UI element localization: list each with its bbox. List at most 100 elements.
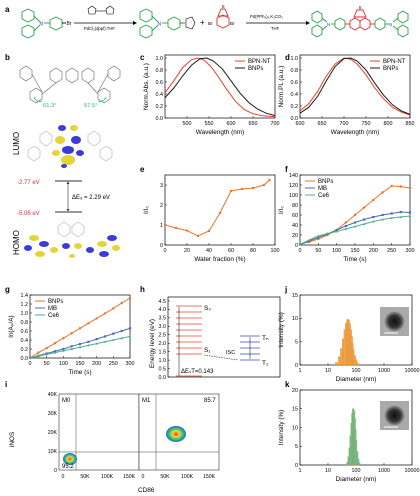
data-point: [390, 212, 393, 215]
data-point: [353, 225, 357, 228]
x-tick-label: 20: [184, 248, 190, 254]
y-tick-label: 140: [289, 173, 298, 179]
data-point: [120, 301, 123, 305]
x-tick-label: 200: [92, 361, 101, 367]
legend-label: MB: [48, 306, 57, 312]
y-tick-label: 0.0: [156, 116, 164, 122]
reagent-1-label: PdCl₂(dppf),THF: [84, 26, 115, 31]
data-point: [112, 332, 115, 335]
data-point: [390, 184, 393, 188]
data-point: [317, 234, 320, 237]
x-tick-label: 650: [318, 121, 327, 127]
jablonski-y-ticks: 0.0 0.5 1.0 1.5 2.0 2.5 3.0 3.5 4.0 4.5: [159, 299, 170, 381]
x-tick-label: 0: [164, 248, 167, 254]
x-tick-label: 250: [109, 361, 118, 367]
data-point: [399, 210, 402, 214]
x-tick-label: 850: [406, 121, 415, 127]
data-point: [196, 234, 200, 238]
label-m0: M0: [62, 398, 71, 404]
x-tick-label: 150: [76, 361, 85, 367]
chart-ros-kinetics: 0.0 0.2 0.4 0.6 0.8 1.0 1.2 1.4 0 50 100 150 200 250 3…: [8, 293, 135, 376]
y-tick-label: 0.6: [291, 80, 299, 86]
product-n-left: N: [327, 22, 330, 27]
scheme-n-label: N: [40, 22, 44, 28]
jablonski-y-tick-label: 0.5: [159, 366, 167, 372]
molecule-triphenylamine-bromide: [21, 8, 66, 39]
data-point: [218, 211, 222, 215]
data-point: [353, 221, 357, 224]
pinacol-ester: [180, 16, 196, 30]
series-line-bpn-nt: [164, 57, 276, 118]
legend-label: BPN-NT: [383, 59, 406, 65]
panel-letter-c: c: [140, 53, 145, 62]
flow-ylabel: iNOS: [9, 432, 16, 447]
y-tick-label: 0.6: [156, 80, 164, 86]
scheme-br-label: Br: [67, 21, 72, 27]
series-line-bpn-nt: [299, 57, 411, 116]
lumo-orbital: [27, 125, 113, 168]
data-point: [381, 218, 384, 221]
x-tick-label: 100: [332, 248, 341, 254]
data-point: [268, 178, 271, 182]
y-axis-label: ln(A₀/A): [8, 315, 15, 337]
y-tick-label: 1: [160, 223, 163, 229]
s0-label: S₀: [204, 305, 211, 312]
series-line-ce6: [299, 215, 411, 245]
jablonski-y-tick-label: 4.5: [159, 299, 167, 305]
x-axis-label: Water fraction (%): [194, 256, 245, 263]
x-axis-label: Diameter (nm): [336, 376, 377, 383]
dls-bar: [338, 356, 341, 366]
data-point: [37, 354, 40, 358]
legend-label: Ce6: [48, 313, 60, 319]
x-tick-label: 150: [351, 248, 360, 254]
s1-label: S₁: [204, 347, 211, 354]
gap-arrow-bottom: [66, 209, 70, 212]
data-point: [390, 216, 393, 219]
jablonski-y-tick-label: 1.0: [159, 358, 167, 364]
y-tick-label: 0.6: [21, 329, 29, 335]
data-point: [53, 341, 57, 345]
x-tick-label: 0: [29, 361, 32, 367]
y-tick-label: 15: [292, 407, 298, 413]
data-point: [262, 183, 266, 187]
x-tick-label: 500: [183, 121, 192, 127]
y-tick-label: 0.2: [21, 347, 29, 353]
data-point: [185, 229, 189, 232]
data-point: [408, 186, 412, 190]
data-point: [87, 340, 90, 343]
y-tick-label: 3: [160, 183, 163, 189]
y-tick-label: 5: [295, 339, 298, 345]
dls-bar: [358, 463, 361, 466]
x-tick-label: 650: [249, 121, 258, 127]
data-point: [174, 226, 178, 230]
x-tick-label: 100: [59, 361, 68, 367]
x-tick-label: 10000: [405, 368, 420, 374]
x-tick-label: 1: [299, 468, 302, 474]
homo-energy: -5.06 eV: [17, 211, 40, 217]
data-point: [70, 345, 73, 348]
product-s-label: S: [359, 5, 362, 10]
homo-orbital: [24, 221, 120, 258]
flow-xlabel: CD86: [138, 487, 155, 494]
flow-y-tick-label: 20K: [48, 430, 58, 436]
y-tick-label: 80: [292, 203, 298, 209]
panel-letter-g: g: [5, 285, 10, 294]
x-tick-label: 300: [126, 361, 135, 367]
data-point: [372, 220, 375, 223]
jablonski-y-tick-label: 1.5: [159, 349, 167, 355]
population-m0: [63, 453, 77, 465]
data-point: [335, 230, 338, 233]
y-tick-label: 1.0: [291, 56, 299, 62]
data-point: [128, 335, 132, 338]
data-point: [207, 229, 211, 233]
molecule-product-bpn-nt: [311, 9, 409, 38]
data-point: [344, 221, 348, 224]
reaction-arrow-2-head: [306, 21, 310, 25]
y-tick-label: 0: [160, 243, 163, 249]
data-point: [128, 296, 132, 300]
flow-x-tick-label: 50K: [160, 474, 170, 480]
singlet-levels: [176, 305, 202, 377]
data-point: [344, 224, 347, 228]
molecule-dibromo-benzothiadiazole: [216, 8, 230, 29]
data-point: [381, 191, 384, 194]
